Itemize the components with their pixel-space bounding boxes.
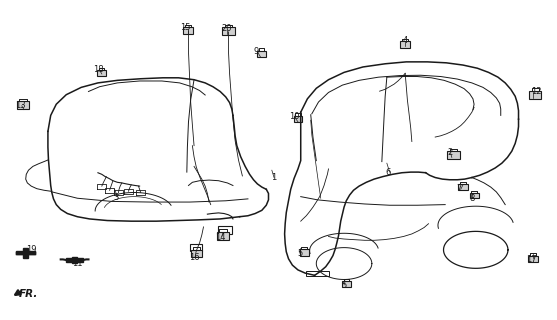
Text: 10: 10 bbox=[289, 113, 299, 122]
Text: 19: 19 bbox=[27, 245, 37, 254]
Text: FR.: FR. bbox=[18, 290, 38, 300]
Polygon shape bbox=[16, 251, 35, 254]
FancyBboxPatch shape bbox=[300, 249, 309, 256]
FancyBboxPatch shape bbox=[529, 91, 541, 99]
Text: 9: 9 bbox=[253, 46, 259, 56]
FancyBboxPatch shape bbox=[458, 184, 468, 190]
Text: 4: 4 bbox=[403, 36, 408, 45]
Text: 11: 11 bbox=[72, 259, 82, 268]
FancyBboxPatch shape bbox=[218, 226, 232, 234]
Text: 16: 16 bbox=[189, 253, 199, 262]
Text: 12: 12 bbox=[531, 87, 541, 96]
Text: 3: 3 bbox=[114, 193, 119, 202]
FancyBboxPatch shape bbox=[257, 51, 266, 57]
FancyBboxPatch shape bbox=[217, 232, 229, 240]
FancyBboxPatch shape bbox=[97, 70, 106, 76]
Text: 20: 20 bbox=[221, 24, 232, 33]
Text: 5: 5 bbox=[297, 250, 302, 259]
FancyBboxPatch shape bbox=[400, 41, 410, 48]
Polygon shape bbox=[66, 258, 83, 262]
FancyBboxPatch shape bbox=[447, 151, 460, 159]
Text: 8: 8 bbox=[469, 194, 475, 204]
Text: 5: 5 bbox=[341, 281, 346, 290]
Text: 2: 2 bbox=[447, 148, 452, 156]
Text: 18: 18 bbox=[93, 65, 104, 74]
FancyBboxPatch shape bbox=[306, 270, 329, 276]
FancyBboxPatch shape bbox=[183, 28, 193, 35]
FancyBboxPatch shape bbox=[294, 116, 302, 123]
FancyBboxPatch shape bbox=[470, 193, 478, 198]
FancyBboxPatch shape bbox=[190, 250, 202, 257]
Text: 6: 6 bbox=[386, 168, 391, 177]
Polygon shape bbox=[72, 257, 77, 263]
FancyBboxPatch shape bbox=[222, 27, 234, 35]
Text: 7: 7 bbox=[456, 184, 462, 193]
Text: 13: 13 bbox=[16, 101, 26, 110]
Polygon shape bbox=[23, 248, 28, 258]
Text: 14: 14 bbox=[216, 233, 226, 242]
FancyBboxPatch shape bbox=[189, 244, 202, 251]
Text: 15: 15 bbox=[180, 23, 190, 32]
Text: 1: 1 bbox=[271, 173, 277, 182]
FancyBboxPatch shape bbox=[17, 101, 29, 109]
FancyBboxPatch shape bbox=[528, 256, 538, 262]
Text: 17: 17 bbox=[526, 255, 537, 264]
FancyBboxPatch shape bbox=[342, 281, 351, 287]
